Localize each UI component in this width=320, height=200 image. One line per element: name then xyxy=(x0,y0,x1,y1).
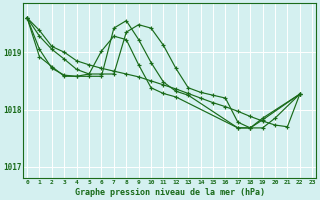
X-axis label: Graphe pression niveau de la mer (hPa): Graphe pression niveau de la mer (hPa) xyxy=(75,188,265,197)
